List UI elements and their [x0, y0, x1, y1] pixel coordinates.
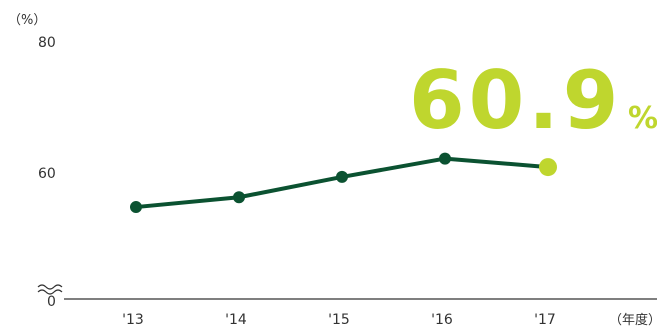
data-point-14 — [233, 191, 245, 204]
x-tick-label-2015: '15 — [328, 312, 350, 328]
highlight-value-label: 60.9 % — [409, 54, 657, 147]
data-points — [130, 152, 557, 214]
axis-break-icon — [37, 284, 63, 295]
y-tick-label-80: 80 — [38, 35, 56, 51]
data-point-16 — [439, 152, 451, 165]
x-tick-label-2014: '14 — [225, 312, 247, 328]
data-point-13 — [130, 201, 142, 214]
highlight-number: 60.9 — [409, 54, 622, 147]
y-axis-unit: （%） — [8, 13, 46, 28]
highlight-suffix: % — [628, 101, 657, 136]
data-point-17 — [539, 158, 557, 177]
x-tick-label-2013: '13 — [122, 312, 144, 328]
y-tick-label-60: 60 — [38, 166, 56, 182]
x-tick-label-2017: '17 — [534, 312, 556, 328]
data-point-15 — [336, 170, 348, 183]
x-axis-unit: （年度） — [609, 312, 657, 328]
y-tick-label-0: 0 — [47, 294, 56, 310]
x-tick-label-2016: '16 — [431, 312, 453, 328]
